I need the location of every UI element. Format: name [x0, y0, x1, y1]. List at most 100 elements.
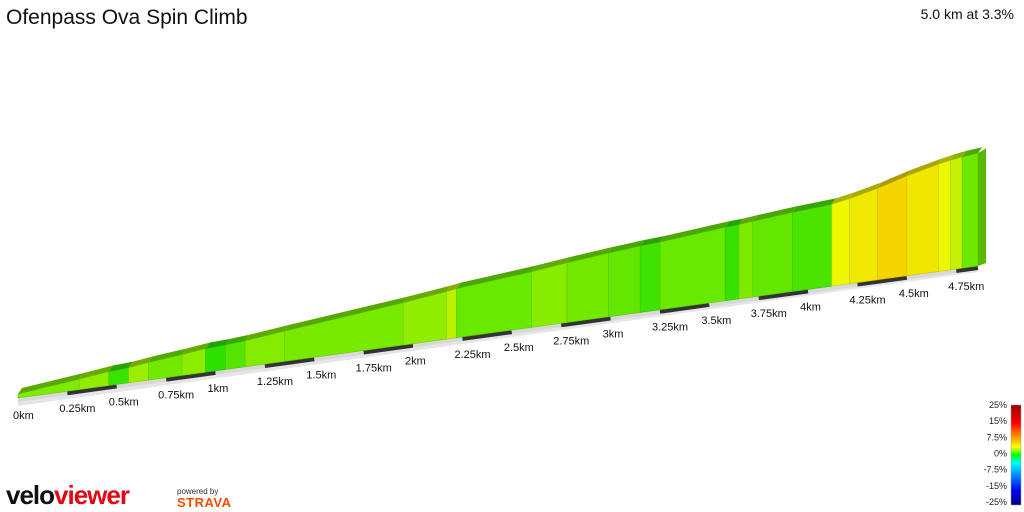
axis-interval-mark: [165, 370, 216, 382]
gradient-segment-top: [225, 334, 250, 345]
gradient-segment-top: [18, 373, 84, 394]
distance-tick-label: 1.5km: [306, 369, 336, 381]
distance-tick-label: 3.75km: [751, 308, 787, 320]
gradient-segment: [639, 241, 661, 313]
distance-tick-label: 4.75km: [948, 281, 984, 293]
axis-interval-mark: [857, 275, 908, 287]
gradient-segment-top: [725, 218, 743, 228]
gradient-segment-top: [831, 192, 854, 205]
gradient-segment-top: [906, 158, 943, 176]
axis-interval-mark: [116, 377, 167, 389]
distance-tick-label: 2km: [405, 356, 426, 368]
legend-grade-label: -25%: [986, 497, 1007, 507]
gradient-segment-top: [446, 282, 461, 292]
axis-interval-mark: [462, 330, 513, 341]
legend-grade-label: 0%: [994, 449, 1007, 459]
gradient-segment: [205, 344, 226, 373]
axis-interval-mark: [906, 269, 957, 280]
gradient-segment: [849, 188, 878, 284]
gradient-segment-top: [659, 221, 730, 243]
gradient-segment-top: [531, 256, 572, 272]
gradient-segment-top: [792, 198, 836, 213]
gradient-segment-top: [938, 154, 955, 165]
distance-tick-label: 4.25km: [850, 295, 886, 307]
legend-grade-label: 15%: [989, 416, 1007, 426]
gradient-segment-top: [950, 150, 967, 161]
legend-color-bar: [1010, 404, 1022, 506]
gradient-segment-top: [148, 348, 186, 363]
axis-interval-mark: [709, 296, 760, 307]
gradient-segment: [792, 203, 833, 292]
distance-tick-label: 4km: [800, 301, 821, 313]
gradient-segment: [566, 252, 609, 323]
distance-tick-label: 1km: [208, 383, 229, 395]
axis-interval-mark: [610, 309, 661, 321]
axis-interval-mark: [363, 343, 414, 355]
gradient-segment: [738, 220, 754, 300]
gradient-segment-top: [849, 182, 882, 199]
gradient-segment-top: [738, 215, 757, 225]
gradient-segment-top: [608, 239, 645, 254]
axis-interval-mark: [264, 357, 315, 369]
distance-tick-labels: 0km 0.25km 0.5km 0.75km 1km 1.25km 1.5km 1.75km…: [13, 281, 984, 422]
axis-interval-mark: [511, 323, 562, 335]
distance-tick-label: 3.25km: [652, 322, 688, 334]
gradient-segment-top: [284, 296, 408, 332]
gradient-segment: [531, 262, 568, 328]
gradient-segment: [938, 159, 951, 272]
gradient-segment: [446, 288, 457, 340]
axis-interval-mark: [659, 302, 710, 314]
axis-interval-mark: [560, 316, 611, 328]
legend-grade-label: -15%: [986, 481, 1007, 491]
chart-title: Ofenpass Ova Spin Climb: [6, 6, 248, 29]
legend-grade-label: 7.5%: [986, 432, 1007, 442]
distance-axis: [17, 266, 979, 406]
distance-tick-label: 2.5km: [504, 342, 534, 354]
gradient-segments: [17, 147, 986, 399]
gradient-segment: [724, 224, 740, 302]
gradient-segment: [876, 175, 908, 281]
gradient-segment-top: [456, 265, 536, 289]
profile-end-cap: [978, 148, 986, 266]
axis-interval-mark: [955, 266, 979, 273]
gradient-segment-top: [108, 361, 133, 372]
veloviewer-logo: veloviewer: [6, 480, 130, 510]
gradient-segment-top: [962, 147, 982, 157]
distance-tick-label: 0.25km: [59, 403, 95, 415]
gradient-segment-top: [181, 342, 210, 355]
gradient-segment-top: [752, 206, 797, 222]
strava-logo: STRAVA: [177, 495, 232, 510]
distance-tick-label: 1.25km: [257, 376, 293, 388]
gradient-segment-top: [877, 169, 911, 189]
distance-tick-label: 2.75km: [553, 335, 589, 347]
gradient-segment: [752, 212, 793, 298]
gradient-segment: [608, 245, 641, 318]
axis-interval-mark: [807, 282, 858, 294]
legend-grade-label: -7.5%: [983, 465, 1007, 475]
gradient-legend: 25% 15% 7.5% 0% -7.5% -15% -25%: [983, 400, 1022, 507]
climb-summary: 5.0 km at 3.3%: [920, 6, 1014, 22]
axis-interval-mark: [67, 384, 118, 396]
distance-tick-label: 4.5km: [899, 288, 929, 300]
gradient-segment-top: [403, 285, 451, 303]
gradient-segment: [906, 163, 939, 277]
axis-interval-mark: [215, 364, 266, 375]
distance-tick-label: 1.75km: [356, 362, 392, 374]
gradient-segment-top: [128, 356, 153, 368]
gradient-segment: [225, 340, 246, 370]
gradient-segment-top: [79, 365, 113, 380]
gradient-segment-top: [205, 338, 230, 349]
gradient-segment-top: [245, 325, 289, 341]
gradient-segment-top: [640, 236, 664, 246]
powered-by-strava: powered by STRAVA: [177, 487, 232, 510]
distance-tick-label: 2.25km: [454, 349, 490, 361]
axis-interval-mark: [758, 289, 809, 301]
gradient-segment: [950, 156, 963, 271]
distance-tick-label: 0.75km: [158, 390, 194, 402]
axis-interval-mark: [314, 350, 364, 362]
legend-grade-label: 25%: [989, 400, 1007, 410]
distance-tick-label: 3km: [603, 329, 624, 341]
gradient-segment: [961, 152, 979, 269]
gradient-segment: [831, 198, 850, 287]
